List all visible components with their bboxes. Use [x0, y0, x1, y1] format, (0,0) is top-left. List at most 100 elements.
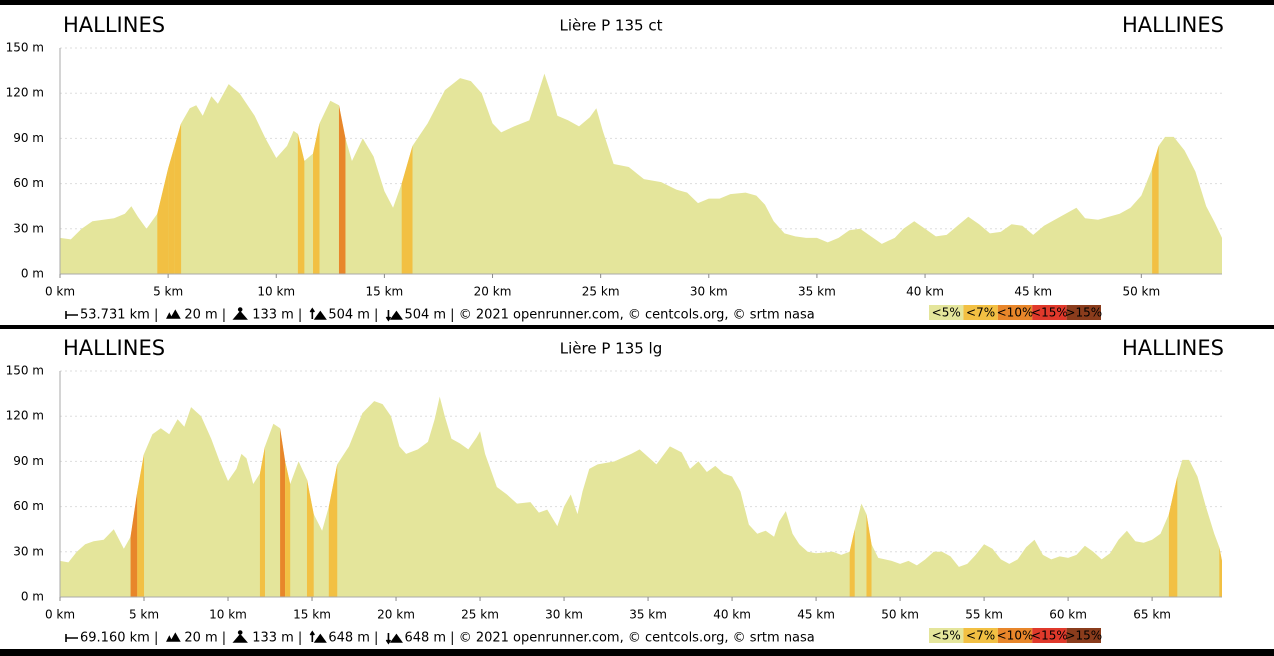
gradient-segment — [849, 529, 855, 597]
stat-text: 504 m | © 2021 openrunner.com, © centcol… — [404, 308, 814, 323]
gradient-segment — [259, 446, 265, 597]
y-tick-label: 150 m — [6, 364, 44, 378]
stat-icon — [65, 311, 78, 319]
stat-text: 20 m | — [184, 308, 226, 323]
x-tick-label: 10 km — [209, 608, 247, 622]
x-tick-label: 30 km — [545, 608, 583, 622]
start-label: HALLINES — [63, 336, 165, 360]
stat-icon — [166, 309, 181, 319]
legend-swatch — [997, 628, 1033, 643]
stat-icon — [385, 310, 403, 322]
y-tick-label: 90 m — [13, 131, 44, 145]
legend-label: >15% — [1065, 629, 1102, 643]
x-tick-label: 0 km — [45, 608, 75, 622]
x-tick-label: 65 km — [1133, 608, 1171, 622]
x-tick-label: 5 km — [129, 608, 159, 622]
gradient-segment — [297, 133, 305, 274]
x-tick-label: 30 km — [690, 285, 728, 299]
y-tick-label: 120 m — [6, 86, 44, 100]
elevation-area — [60, 396, 1222, 597]
chart-title: Lière P 135 lg — [560, 340, 663, 358]
gradient-segment — [338, 105, 346, 275]
gradient-segment — [306, 479, 314, 597]
stat-text: 648 m | — [328, 631, 378, 646]
x-tick-label: 0 km — [45, 285, 75, 299]
y-tick-label: 120 m — [6, 409, 44, 423]
stat-icon — [309, 307, 327, 320]
gradient-segment — [130, 491, 138, 597]
stat-text: 133 m | — [252, 308, 302, 323]
chart-title: Lière P 135 ct — [560, 17, 663, 35]
gradient-segment — [137, 453, 145, 597]
legend-swatch — [1066, 305, 1101, 320]
x-tick-label: 20 km — [377, 608, 415, 622]
gradient-segment — [174, 123, 182, 274]
x-tick-label: 35 km — [629, 608, 667, 622]
legend-label: <7% — [966, 629, 995, 643]
legend-swatch — [929, 628, 964, 643]
x-tick-label: 40 km — [713, 608, 751, 622]
elevation-area — [60, 73, 1222, 274]
stat-text: 648 m | © 2021 openrunner.com, © centcol… — [404, 631, 814, 646]
end-label: HALLINES — [1122, 13, 1224, 37]
y-tick-label: 60 m — [13, 499, 44, 513]
gradient-segment — [328, 464, 338, 597]
y-tick-label: 0 m — [21, 267, 44, 281]
gradient-segment — [1168, 476, 1178, 597]
x-tick-label: 15 km — [293, 608, 331, 622]
stat-text: 69.160 km | — [80, 631, 158, 646]
divider-bar — [0, 325, 1274, 329]
end-label: HALLINES — [1122, 336, 1224, 360]
top-bar — [0, 0, 1274, 5]
legend-swatch — [963, 305, 998, 320]
gradient-segment — [280, 428, 286, 597]
x-tick-label: 45 km — [797, 608, 835, 622]
x-tick-label: 25 km — [461, 608, 499, 622]
legend-label: <15% — [1031, 629, 1068, 643]
stat-icon — [309, 630, 327, 643]
x-tick-label: 50 km — [1122, 285, 1160, 299]
x-tick-label: 55 km — [965, 608, 1003, 622]
y-tick-label: 60 m — [13, 176, 44, 190]
y-tick-label: 30 m — [13, 221, 44, 235]
x-tick-label: 60 km — [1049, 608, 1087, 622]
stat-text: 53.731 km | — [80, 308, 158, 323]
x-tick-label: 25 km — [582, 285, 620, 299]
gradient-segment — [285, 461, 291, 597]
stat-icon — [232, 630, 248, 643]
stat-icon — [65, 634, 78, 642]
y-tick-label: 30 m — [13, 544, 44, 558]
x-tick-label: 5 km — [153, 285, 183, 299]
x-tick-label: 10 km — [257, 285, 295, 299]
legend-swatch — [1032, 305, 1067, 320]
stat-icon — [385, 633, 403, 645]
legend-swatch — [929, 305, 964, 320]
x-tick-label: 35 km — [798, 285, 836, 299]
x-tick-label: 40 km — [906, 285, 944, 299]
legend-label: <10% — [997, 306, 1034, 320]
stat-icon — [166, 632, 181, 642]
y-tick-label: 90 m — [13, 454, 44, 468]
y-tick-label: 150 m — [6, 41, 44, 55]
gradient-segment — [401, 145, 413, 274]
legend-swatch — [1066, 628, 1101, 643]
stat-icon — [232, 307, 248, 320]
stat-text: 504 m | — [328, 308, 378, 323]
legend-label: <5% — [932, 629, 961, 643]
gradient-segment — [1152, 145, 1159, 274]
stat-text: 20 m | — [184, 631, 226, 646]
legend-swatch — [997, 305, 1033, 320]
legend-label: >15% — [1065, 306, 1102, 320]
legend-label: <7% — [966, 306, 995, 320]
legend-swatch — [963, 628, 998, 643]
gradient-segment — [313, 123, 320, 274]
legend-label: <15% — [1031, 306, 1068, 320]
profile-panel: 0 m 30 m 60 m 90 m 120 m 150 m 0 km 5 km 10 km 15… — [6, 336, 1224, 646]
bottom-bar — [0, 649, 1274, 656]
legend-label: <5% — [932, 306, 961, 320]
gradient-segment — [157, 168, 169, 274]
x-tick-label: 15 km — [366, 285, 404, 299]
legend-label: <10% — [997, 629, 1034, 643]
legend-swatch — [1032, 628, 1067, 643]
